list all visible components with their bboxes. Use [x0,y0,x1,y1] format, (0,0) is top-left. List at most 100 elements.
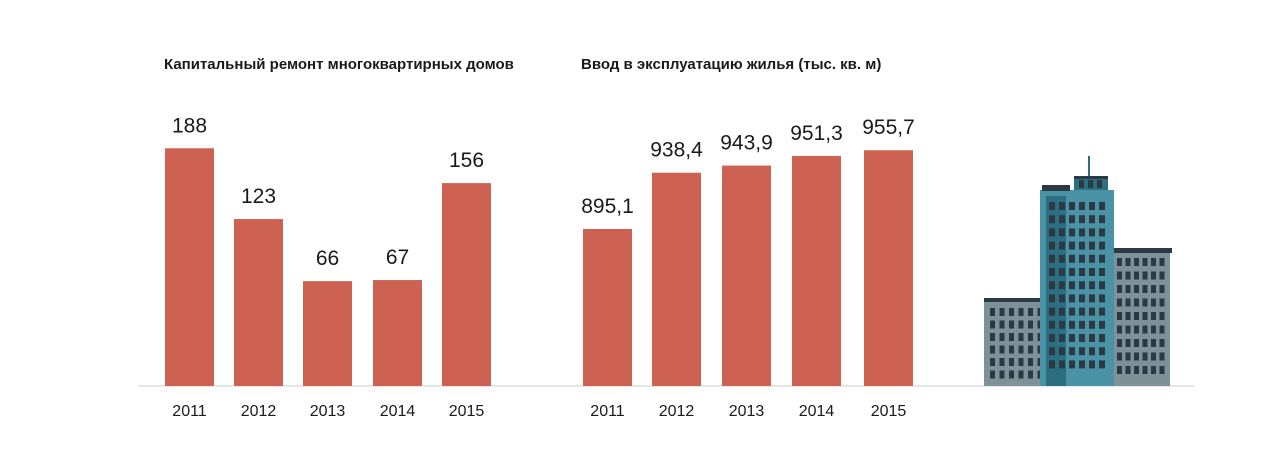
window [1069,254,1075,263]
window [1142,258,1148,266]
window [1125,312,1131,320]
window [1151,285,1156,293]
window [1059,254,1065,263]
window [1117,352,1122,361]
window [1069,347,1075,356]
bar-repairs-2015 [442,183,491,386]
window [1069,202,1075,210]
tick-label-housing-2015: 2015 [871,403,907,420]
window [1099,254,1105,263]
window [1151,312,1156,320]
window [1069,281,1075,290]
window [990,308,995,316]
window [1069,241,1075,250]
window [1125,325,1131,334]
window [1125,285,1131,293]
window [1099,294,1105,303]
bar-repairs-2013 [303,281,352,386]
window [1049,254,1055,263]
window [1099,202,1105,210]
window [1059,268,1065,276]
window [1089,215,1095,224]
window [1018,370,1024,379]
window [1099,281,1105,290]
window [1069,360,1075,369]
window [1159,271,1165,280]
window [1028,358,1033,366]
window [1099,241,1105,250]
value-label-housing-2015: 955,7 [862,116,915,139]
window [1159,366,1165,374]
window [1049,294,1055,303]
apartment-buildings-icon [984,156,1172,386]
window [1069,228,1075,237]
window [1142,325,1148,334]
bar-repairs-2014 [373,280,422,386]
window [1079,215,1085,224]
window [1049,215,1055,224]
window [1125,339,1131,347]
window [1069,294,1075,303]
window [1059,320,1065,329]
window [1079,334,1085,342]
window [1018,358,1024,366]
chart-title-repairs: Капитальный ремонт многоквартирных домов [164,56,514,73]
window [1159,298,1165,307]
window [990,345,995,354]
window [1079,281,1085,290]
window [1099,268,1105,276]
window [1079,268,1085,276]
window [1009,320,1014,329]
window [1099,360,1105,369]
window [1117,271,1122,280]
value-label-housing-2014: 951,3 [790,122,843,145]
window [1142,352,1148,361]
window [1089,228,1095,237]
window [1009,370,1014,379]
window [1097,180,1102,188]
window [1018,333,1024,341]
window [1049,228,1055,237]
value-label-repairs-2014: 67 [386,246,409,269]
window [999,308,1005,316]
window [1059,347,1065,356]
window [1117,298,1122,307]
window [990,320,995,329]
tick-label-housing-2012: 2012 [659,403,695,420]
chart-housing: 895,1 2011 938,4 2012 943,9 2013 951,3 2014 955,… [581,116,915,420]
window [1134,271,1139,280]
window [999,333,1005,341]
window [1059,202,1065,210]
window [1134,339,1139,347]
window [1049,281,1055,290]
value-label-housing-2013: 943,9 [720,132,773,155]
window [1069,320,1075,329]
window [1089,320,1095,329]
value-label-housing-2012: 938,4 [650,139,703,162]
window [1142,339,1148,347]
tick-label-housing-2013: 2013 [729,403,765,420]
window [1079,320,1085,329]
tick-label-repairs-2011: 2011 [172,403,207,420]
window [1099,334,1105,342]
window [1059,294,1065,303]
value-label-repairs-2013: 66 [316,247,339,270]
window [1059,228,1065,237]
window [1079,241,1085,250]
window [1099,320,1105,329]
window [1028,320,1033,329]
tick-label-repairs-2014: 2014 [380,403,416,420]
window [1069,268,1075,276]
window [1059,360,1065,369]
window [1018,320,1024,329]
window [1159,339,1165,347]
window [1088,180,1093,188]
window [1159,312,1165,320]
window [990,370,995,379]
window [1079,228,1085,237]
window [1134,298,1139,307]
window [1009,333,1014,341]
window [999,345,1005,354]
window [1009,308,1014,316]
